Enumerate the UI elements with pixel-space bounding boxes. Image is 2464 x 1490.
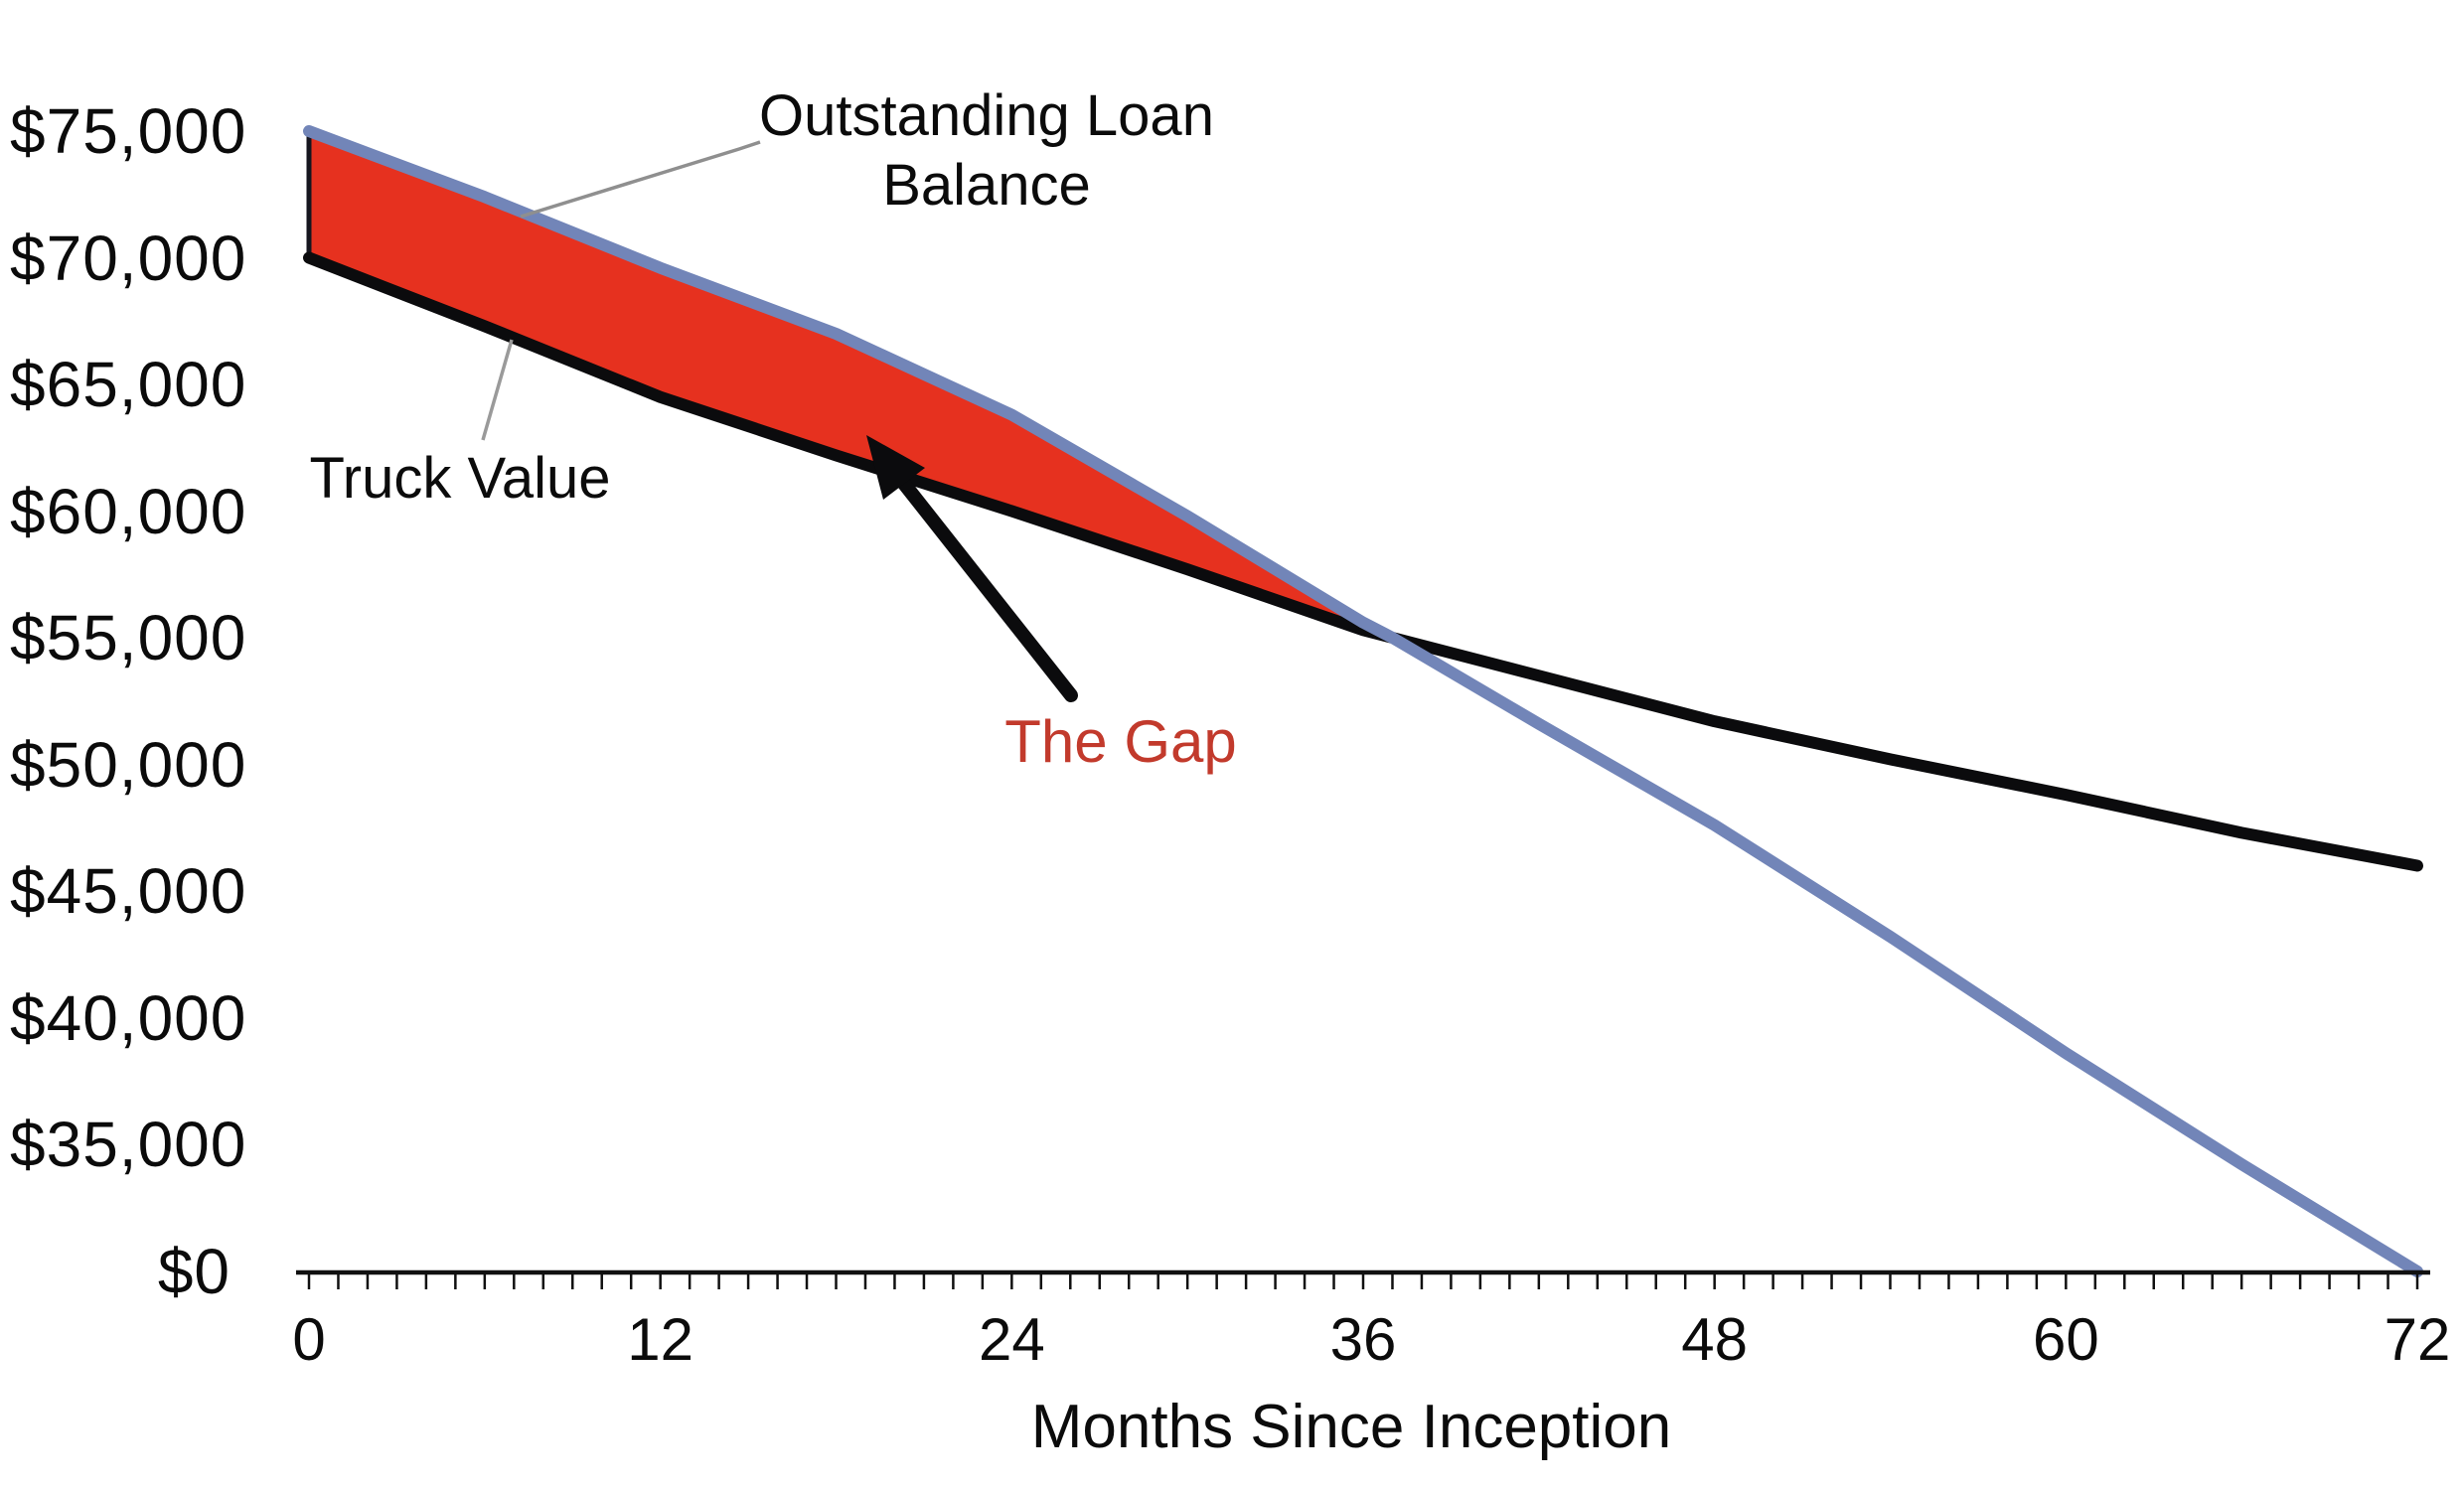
x-tick-label: 0 bbox=[292, 1306, 326, 1373]
loan-balance-leader-line bbox=[520, 140, 761, 219]
y-tick-label: $40,000 bbox=[10, 981, 247, 1054]
x-tick-label: 24 bbox=[978, 1306, 1045, 1373]
annotation-the-gap: The Gap bbox=[1004, 708, 1237, 775]
annotation-loan-balance-line1: Outstanding Loan bbox=[759, 83, 1214, 148]
truck-value-leader-line bbox=[481, 339, 514, 441]
x-tick-label: 60 bbox=[2032, 1306, 2099, 1373]
x-tick-label: 36 bbox=[1329, 1306, 1397, 1373]
y-tick-label: $55,000 bbox=[10, 602, 247, 673]
y-tick-label: $0 bbox=[157, 1236, 231, 1307]
gap-arrow-shaft bbox=[897, 477, 1078, 702]
y-tick-label: $70,000 bbox=[10, 222, 247, 294]
y-tick-label: $60,000 bbox=[10, 475, 247, 547]
y-tick-label: $50,000 bbox=[10, 728, 247, 801]
annotation-loan-balance-line2: Balance bbox=[882, 153, 1091, 218]
x-tick-label: 72 bbox=[2384, 1306, 2451, 1373]
x-tick-label: 48 bbox=[1681, 1306, 1749, 1373]
annotation-truck-value: Truck Value bbox=[309, 446, 611, 511]
y-tick-label: $65,000 bbox=[10, 349, 247, 420]
x-axis-title: Months Since Inception bbox=[1030, 1393, 1672, 1461]
gap-arrow-head bbox=[866, 435, 925, 500]
loan-balance-line bbox=[303, 125, 2423, 1277]
y-tick-label: $75,000 bbox=[10, 95, 247, 167]
y-tick-label: $45,000 bbox=[10, 855, 247, 927]
annotation-loan-balance: Outstanding Loan Balance bbox=[759, 81, 1214, 221]
x-tick-label: 12 bbox=[627, 1306, 694, 1373]
y-tick-label: $35,000 bbox=[10, 1109, 247, 1180]
